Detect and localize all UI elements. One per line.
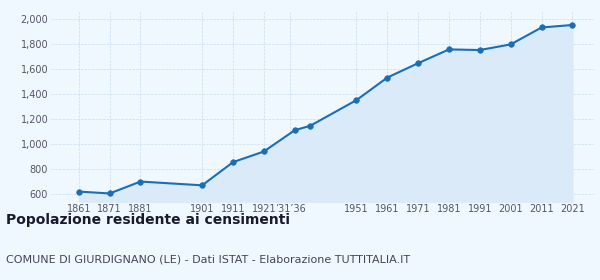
- Text: Popolazione residente ai censimenti: Popolazione residente ai censimenti: [6, 213, 290, 227]
- Text: COMUNE DI GIURDIGNANO (LE) - Dati ISTAT - Elaborazione TUTTITALIA.IT: COMUNE DI GIURDIGNANO (LE) - Dati ISTAT …: [6, 255, 410, 265]
